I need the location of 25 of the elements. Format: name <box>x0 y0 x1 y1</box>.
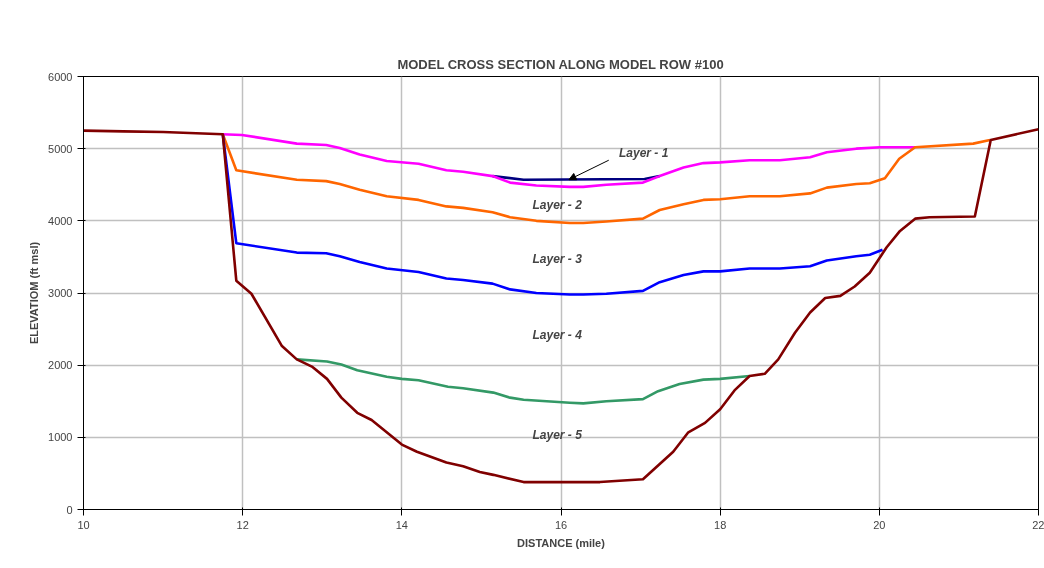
y-axis-title: ELEVATIOM (ft msl) <box>28 241 41 345</box>
y-tick-label: 4000 <box>48 214 73 227</box>
line-series <box>221 132 992 225</box>
annotation: Layer - 5 <box>532 428 583 443</box>
y-tick-label: 1000 <box>48 431 73 444</box>
x-tick-label: 10 <box>77 518 90 531</box>
y-tick-label: 2000 <box>48 359 73 372</box>
y-tick-label: 3000 <box>48 287 73 299</box>
y-tick-label: 5000 <box>48 142 73 155</box>
y-tick-label: 6000 <box>48 70 73 83</box>
annotation: Layer - 1 <box>618 145 669 160</box>
chart-title: MODEL CROSS SECTION ALONG MODEL ROW #100 <box>397 56 724 72</box>
x-tick-label: 16 <box>554 518 568 531</box>
line-series <box>83 127 1039 484</box>
x-axis-title: DISTANCE (mile) <box>517 536 606 549</box>
x-tick-label: 18 <box>714 518 727 531</box>
y-tick-label: 0 <box>66 503 73 516</box>
x-tick-label: 12 <box>236 518 249 531</box>
annotation: Layer - 4 <box>532 328 583 343</box>
x-tick-label: 22 <box>1032 518 1044 531</box>
x-tick-label: 20 <box>873 518 886 531</box>
x-tick-label: 14 <box>395 518 408 531</box>
annotation: Layer - 2 <box>532 197 583 212</box>
annotation: Layer - 3 <box>532 252 583 267</box>
line-series <box>295 358 751 405</box>
